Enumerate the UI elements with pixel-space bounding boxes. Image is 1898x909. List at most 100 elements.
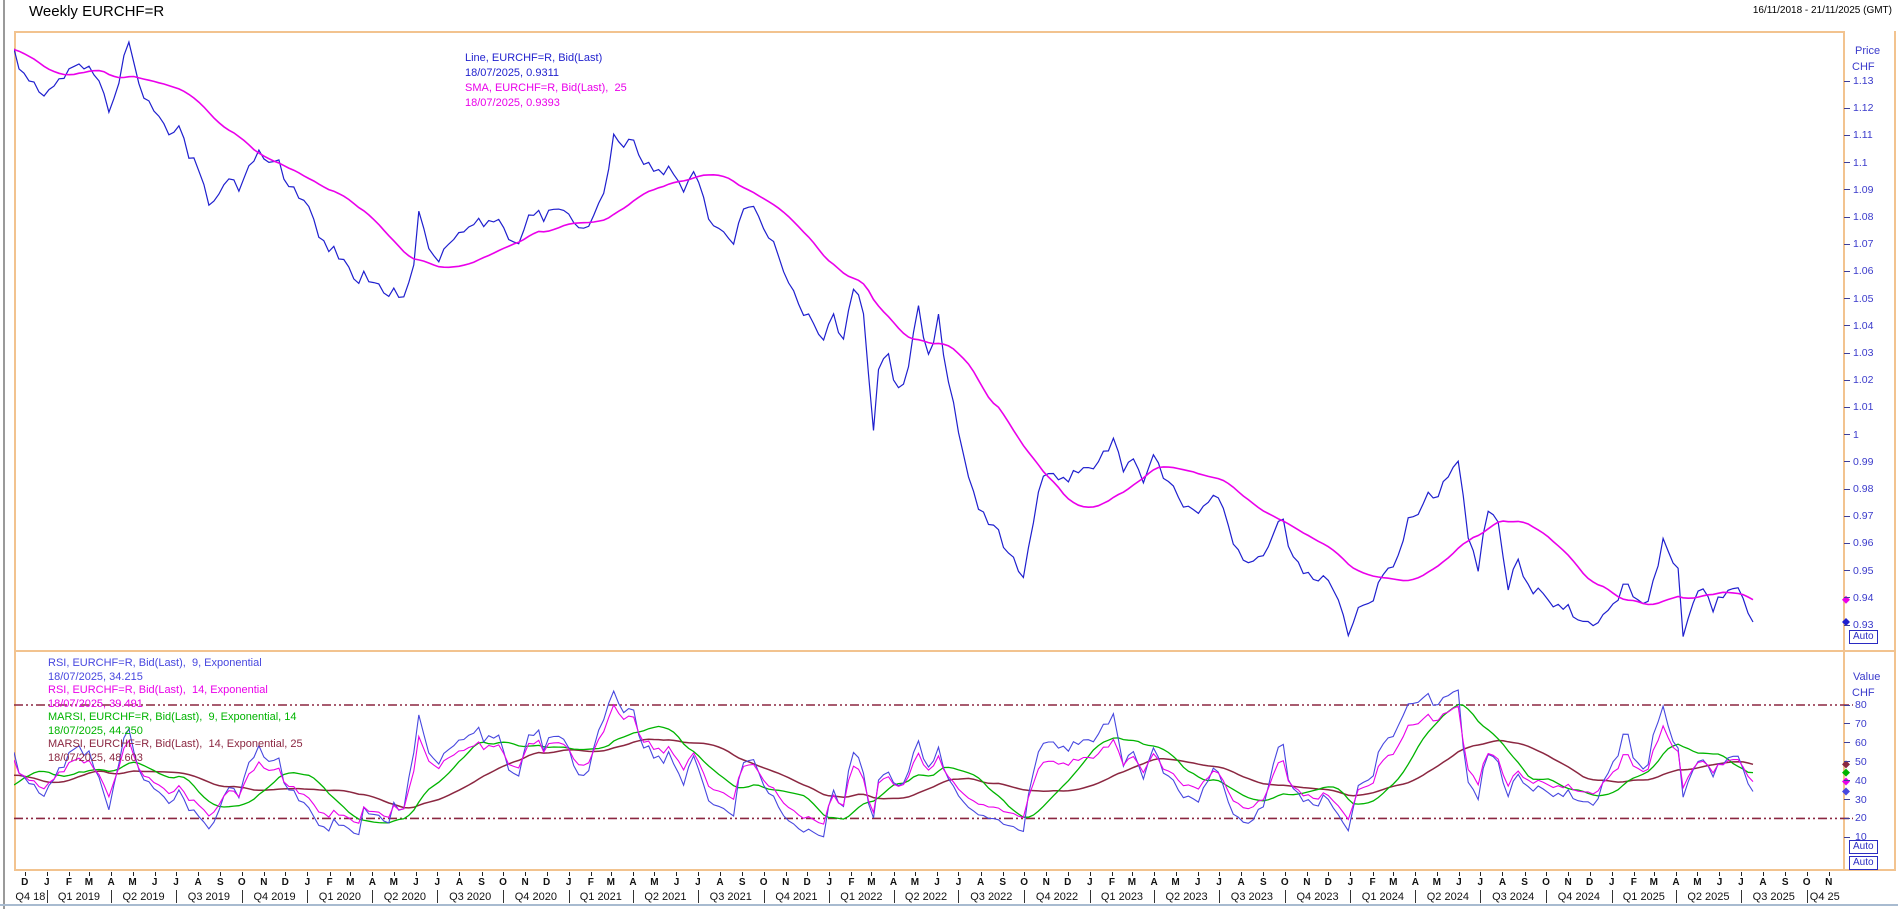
chart-border-top (14, 31, 1844, 33)
month-tick-mark (1546, 872, 1548, 876)
price-panel-legend[interactable]: Line, EURCHF=R, Bid(Last) 18/07/2025, 0.9… (465, 51, 627, 111)
legend-series-value: 18/07/2025, 39.491 (48, 697, 143, 710)
price-tick-mark (1844, 542, 1850, 544)
panel-divider-horizontal (14, 650, 1896, 652)
value-tick-label: 50 (1855, 755, 1867, 768)
month-tick-mark (568, 872, 570, 876)
window-title: Weekly EURCHF=R (29, 3, 165, 20)
month-label: M (1693, 877, 1702, 888)
quarter-separator (632, 890, 634, 903)
time-axis-auto-button[interactable]: Auto (1849, 856, 1878, 870)
price-tick-label: 1.01 (1853, 401, 1874, 414)
month-label: D (803, 877, 811, 888)
month-label: F (587, 877, 594, 888)
quarter-separator (372, 890, 374, 903)
month-label: D (1064, 877, 1072, 888)
value-tick-label: 60 (1855, 736, 1867, 749)
price-tick-label: 0.95 (1853, 564, 1874, 577)
price-tick-label: 1.12 (1853, 102, 1874, 115)
price-axis-auto-button[interactable]: Auto (1849, 630, 1878, 644)
price-tick-label: 1.11 (1853, 129, 1873, 142)
quarter-label: Q2 2019 (122, 891, 165, 903)
price-axis-unit: CHF (1852, 61, 1875, 73)
month-label: M (389, 877, 398, 888)
legend-series-label: RSI, EURCHF=R, Bid(Last), 9, Exponential (48, 657, 262, 669)
quarter-separator (697, 890, 699, 903)
month-label: J (44, 877, 50, 888)
month-label: A (1759, 877, 1767, 888)
quarter-separator (503, 890, 505, 903)
month-label: S (1781, 877, 1789, 888)
month-tick-mark (481, 872, 483, 876)
month-label: O (237, 877, 246, 888)
quarter-label: Q3 2021 (709, 891, 752, 903)
month-tick-mark (958, 872, 960, 876)
quarter-label: Q2 2024 (1426, 891, 1469, 903)
month-tick-mark (1524, 872, 1526, 876)
quarter-label: Q1 2022 (840, 891, 883, 903)
month-tick-mark (590, 872, 592, 876)
price-tick-label: 1.07 (1853, 238, 1874, 251)
month-label: O (759, 877, 768, 888)
quarter-label: Q2 2022 (904, 891, 948, 903)
month-label: A (107, 877, 115, 888)
value-axis-auto-button[interactable]: Auto (1849, 840, 1878, 854)
month-tick-mark (88, 872, 90, 876)
month-tick-mark (1263, 872, 1265, 876)
price-tick-mark (1844, 624, 1850, 626)
price-panel-plot-area[interactable] (14, 31, 1843, 651)
month-label: D (281, 877, 289, 888)
month-tick-mark (1480, 872, 1482, 876)
month-label: S (478, 877, 485, 888)
legend-series-value: 18/07/2025, 48.603 (48, 751, 143, 764)
month-label: J (695, 877, 701, 888)
price-tick-label: 1.13 (1853, 75, 1874, 87)
month-tick-mark (393, 872, 395, 876)
month-label: J (934, 877, 940, 888)
quarter-label: Q4 25 (1809, 891, 1840, 903)
month-label: F (1630, 877, 1637, 888)
quarter-label: Q3 2025 (1752, 891, 1795, 903)
month-tick-mark (676, 872, 678, 876)
month-tick-mark (980, 872, 982, 876)
month-tick-mark (285, 872, 287, 876)
rsi-panel-legend[interactable]: RSI, EURCHF=R, Bid(Last), 9, Exponential… (48, 657, 303, 765)
quarter-separator (1546, 890, 1548, 903)
value-tick-mark (1844, 836, 1850, 838)
month-tick-mark (154, 872, 156, 876)
price-tick-mark (1844, 570, 1850, 572)
month-label: N (1564, 877, 1572, 888)
month-tick-mark (1350, 872, 1352, 876)
month-tick-mark (654, 872, 656, 876)
month-tick-mark (459, 872, 461, 876)
month-label: J (955, 877, 962, 888)
month-tick-mark (1024, 872, 1026, 876)
chart-border-right-outer (1894, 31, 1896, 871)
month-label: F (1369, 877, 1376, 888)
month-tick-mark (1806, 872, 1808, 876)
month-tick-mark (132, 872, 134, 876)
quarter-separator (1806, 890, 1808, 903)
window-bottom-edge (0, 904, 1898, 906)
month-tick-mark (871, 872, 873, 876)
month-tick-mark (1589, 872, 1591, 876)
month-label: M (1389, 877, 1398, 888)
month-label: A (1672, 877, 1680, 888)
month-tick-mark (1740, 872, 1742, 876)
quarter-label: Q3 2020 (449, 891, 492, 903)
value-tick-mark (1844, 761, 1850, 763)
month-label: A (1411, 877, 1419, 888)
quarter-label: Q1 2019 (57, 891, 101, 903)
month-label: J (434, 877, 441, 888)
price-tick-label: 0.97 (1853, 510, 1874, 523)
month-tick-mark (937, 872, 939, 876)
price-tick-mark (1844, 461, 1850, 463)
month-label: O (1020, 877, 1029, 888)
month-tick-mark (1089, 872, 1091, 876)
quarter-separator (111, 890, 113, 903)
quarter-separator (893, 890, 895, 903)
month-tick-mark (610, 872, 612, 876)
month-label: M (910, 877, 920, 888)
month-label: J (1738, 877, 1744, 888)
price-tick-label: 1.08 (1853, 211, 1874, 223)
